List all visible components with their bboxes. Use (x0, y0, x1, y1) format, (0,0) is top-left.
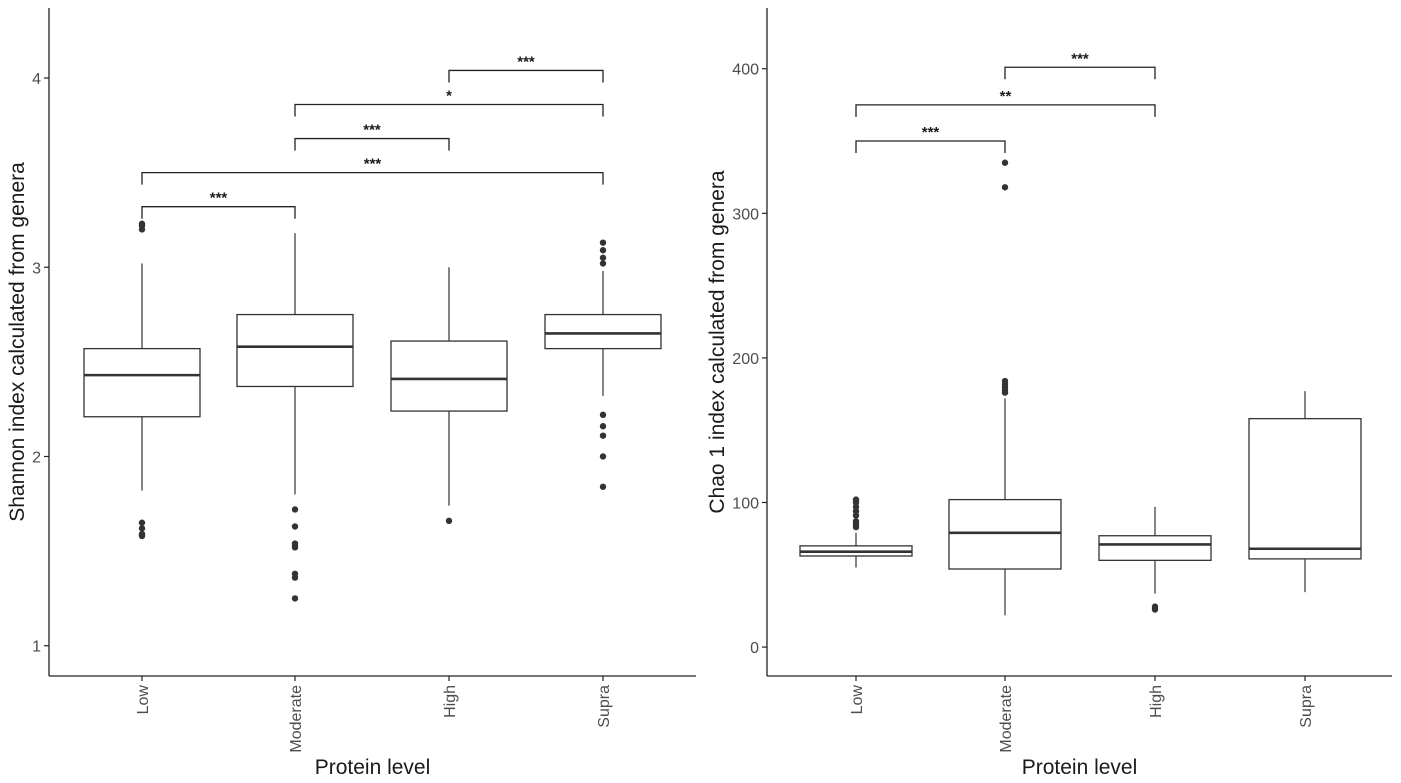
box-high (390, 267, 508, 525)
box-moderate (236, 233, 354, 602)
outlier-point (599, 453, 607, 460)
significance-label: *** (210, 190, 228, 207)
panel-1: 1 2 3 4 Low Moderate High Supra Shannon index ca… (6, 8, 696, 779)
outlier-point (445, 517, 453, 525)
box-supra (1248, 391, 1362, 593)
bracket-line (141, 171, 604, 185)
outlier-point (291, 523, 299, 530)
y-axis-title: Shannon index calculated from genera (6, 162, 29, 522)
box-iqr (236, 313, 354, 388)
bracket-line (141, 206, 296, 219)
x-tick-label: Low (849, 685, 866, 715)
outlier-point (599, 260, 607, 267)
significance-label: *** (363, 122, 381, 139)
x-axis-title: Protein level (1022, 756, 1138, 779)
y-axis-title: Chao 1 index calculated from genera (706, 170, 729, 514)
outlier-point (291, 595, 299, 602)
outlier-point (852, 518, 860, 525)
outlier-point (599, 247, 607, 254)
significance-bracket: *** (141, 190, 296, 219)
outlier-point (291, 540, 299, 547)
box-high (1098, 506, 1212, 613)
outlier-point (599, 423, 607, 430)
bracket-line (294, 137, 450, 151)
significance-bracket: *** (1004, 50, 1156, 80)
significance-bracket: ** (855, 88, 1156, 117)
significance-label: * (446, 88, 452, 105)
y-tick-label: 400 (732, 62, 759, 79)
outlier-point (599, 239, 607, 246)
box-iqr (83, 347, 201, 418)
y-tick-label: 100 (732, 495, 759, 512)
outlier-point (599, 432, 607, 439)
box-iqr (1098, 535, 1212, 561)
x-tick-label: High (442, 685, 459, 718)
x-tick-label: High (1148, 685, 1165, 718)
outlier-point (138, 530, 146, 538)
bracket-line (294, 103, 604, 117)
significance-bracket: *** (448, 53, 604, 83)
significance-label: *** (1071, 50, 1089, 67)
y-tick-label: 0 (750, 640, 759, 657)
y-tick-label: 300 (732, 206, 759, 223)
bracket-line (1004, 66, 1156, 80)
outlier-point (291, 506, 299, 513)
significance-label: ** (1000, 88, 1012, 105)
box-iqr (544, 313, 662, 350)
box-moderate (948, 159, 1062, 616)
outlier-point (599, 254, 607, 261)
box-iqr (948, 498, 1062, 570)
significance-bracket: *** (294, 122, 450, 151)
box-low (83, 220, 201, 540)
outlier-point (599, 483, 607, 490)
x-axis-title: Protein level (315, 756, 431, 779)
outlier-point (138, 220, 146, 227)
bracket-line (855, 140, 1006, 154)
y-tick-label: 1 (32, 639, 41, 656)
x-tick-label: Low (135, 685, 152, 715)
x-tick-label: Supra (1298, 685, 1315, 728)
outlier-point (1001, 377, 1009, 385)
significance-bracket: *** (141, 156, 604, 185)
outlier-point (599, 411, 607, 419)
outlier-point (291, 570, 299, 578)
significance-label: *** (517, 53, 535, 70)
y-tick-label: 4 (32, 71, 41, 88)
outlier-point (852, 496, 860, 503)
outlier-point (1001, 184, 1009, 191)
box-low (799, 496, 913, 568)
outlier-point (138, 519, 146, 526)
y-tick-label: 200 (732, 351, 759, 368)
box-supra (544, 239, 662, 490)
x-tick-label: Moderate (288, 685, 305, 753)
significance-label: *** (922, 124, 940, 141)
x-tick-label: Moderate (998, 685, 1015, 753)
box-iqr (1248, 417, 1362, 560)
outlier-point (1151, 603, 1159, 610)
panel-2: 0 100 200 300 400 Low Moderate High Supra Chao 1 … (706, 8, 1392, 779)
outlier-point (138, 525, 146, 532)
x-tick-label: Supra (596, 685, 613, 728)
bracket-line (448, 69, 604, 83)
bracket-line (855, 104, 1156, 117)
y-tick-label: 3 (32, 260, 41, 277)
box-iqr (390, 340, 508, 412)
y-tick-label: 2 (32, 449, 41, 466)
significance-bracket: * (294, 88, 604, 117)
significance-bracket: *** (855, 124, 1006, 154)
outlier-point (1001, 159, 1009, 166)
significance-label: *** (364, 156, 382, 173)
